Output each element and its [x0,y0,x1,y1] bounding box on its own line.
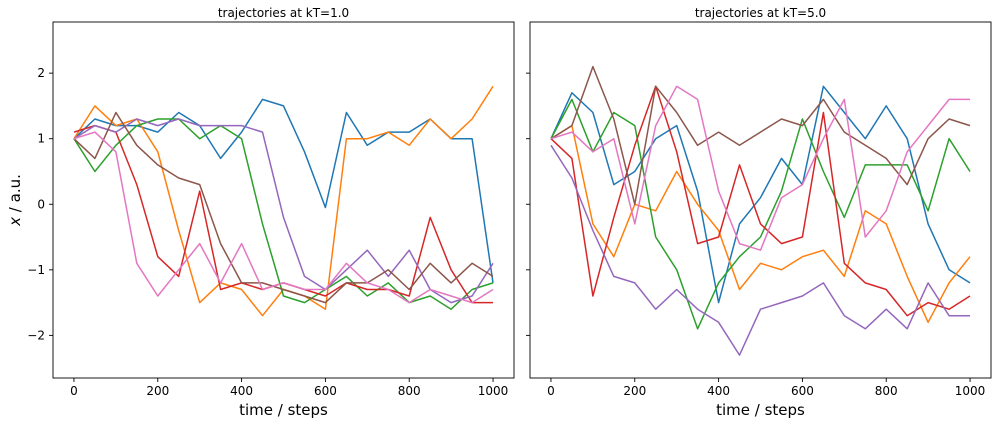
axes-frame [52,21,515,379]
trajectory-line-3 [550,98,971,330]
right-panel-xlabel: time / steps [716,401,805,419]
y-axis-label-var: x [6,217,24,227]
left-panel-xlabel: time / steps [239,401,328,419]
left-panel-title: trajectories at kT=1.0 [218,6,349,20]
x-tick-label: 400 [707,384,730,398]
right-panel-title: trajectories at kT=5.0 [695,6,826,20]
x-tick-label: 0 [547,384,555,398]
series-lines [73,85,494,317]
y-axis-label: x / a.u. [6,174,24,227]
trajectory-line-2 [73,85,494,317]
trajectory-line-2 [550,124,971,324]
x-tick-label: 800 [875,384,898,398]
trajectory-line-5 [550,144,970,356]
x-tick-label: 800 [398,384,421,398]
trajectory-line-5 [73,118,494,304]
series-lines [550,65,971,356]
axes-frame [529,21,992,379]
trajectory-line-6 [550,65,971,206]
y-tick-label: 0 [37,197,45,211]
trajectory-line-3 [73,118,494,310]
right-panel-kt5: trajectories at kT=5.0 time / steps 0 200… [526,6,992,419]
y-axis-label-unit: / a.u. [6,174,24,217]
left-panel-kt1: trajectories at kT=1.0 time / steps x / … [6,6,515,419]
trajectory-line-4 [73,124,493,304]
x-tick-label: 1000 [478,384,509,398]
x-tick-label: 200 [623,384,646,398]
trajectory-line-4 [550,85,971,317]
trajectory-line-7 [550,85,970,251]
x-tick-label: 400 [230,384,253,398]
y-tick-label: −1 [27,263,45,277]
y-tick-label: 1 [37,132,45,146]
trajectory-line-7 [73,131,494,304]
y-tick-label: −2 [27,328,45,342]
y-tick-label: 2 [37,66,45,80]
trajectory-line-6 [73,111,494,304]
x-tick-label: 0 [70,384,78,398]
x-tick-label: 200 [146,384,169,398]
trajectory-line-1 [550,85,971,304]
x-tick-label: 1000 [955,384,986,398]
trajectory-line-1 [73,98,494,284]
x-tick-label: 600 [791,384,814,398]
x-tick-label: 600 [314,384,337,398]
